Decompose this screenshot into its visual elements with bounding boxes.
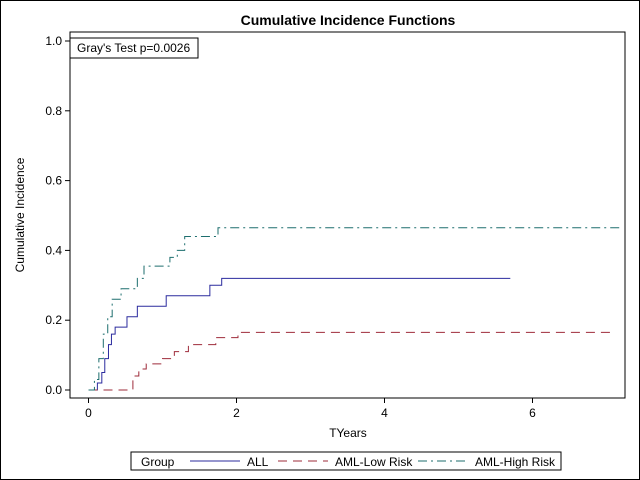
y-axis-label: Cumulative Incidence	[13, 157, 27, 272]
x-tick-label: 6	[529, 406, 536, 420]
chart-title: Cumulative Incidence Functions	[241, 12, 456, 28]
legend-box	[130, 451, 562, 471]
y-tick-label: 1.0	[45, 34, 62, 48]
legend-title: Group	[141, 455, 175, 469]
y-tick-label: 0.6	[45, 174, 62, 188]
plot-area: 0 2 4 6 0.0 0.2 0.4 0.6 0.8 1.0	[45, 31, 626, 420]
y-tick-label: 0.2	[45, 313, 62, 327]
legend-label: AML-High Risk	[475, 455, 556, 469]
series-line-aml-high-risk	[88, 227, 622, 391]
y-tick-label: 0.4	[45, 243, 62, 257]
grays-test-annotation: Gray's Test p=0.0026	[69, 37, 199, 59]
x-axis-label: TYears	[329, 426, 367, 440]
x-tick-label: 0	[85, 406, 92, 420]
y-tick-label: 0.8	[45, 104, 62, 118]
series-line-all	[88, 277, 511, 391]
annotation-text: Gray's Test p=0.0026	[77, 41, 190, 55]
annotation-box	[69, 37, 199, 59]
x-tick-label: 4	[381, 406, 388, 420]
plot-border	[69, 31, 626, 399]
legend-label: ALL	[247, 455, 269, 469]
y-tick-label: 0.0	[45, 383, 62, 397]
legend-label: AML-Low Risk	[335, 455, 413, 469]
x-tick-label: 2	[233, 406, 240, 420]
legend: Group ALL AML-Low Risk AML-High Risk	[130, 451, 562, 471]
series-line-aml-low-risk	[88, 331, 614, 391]
